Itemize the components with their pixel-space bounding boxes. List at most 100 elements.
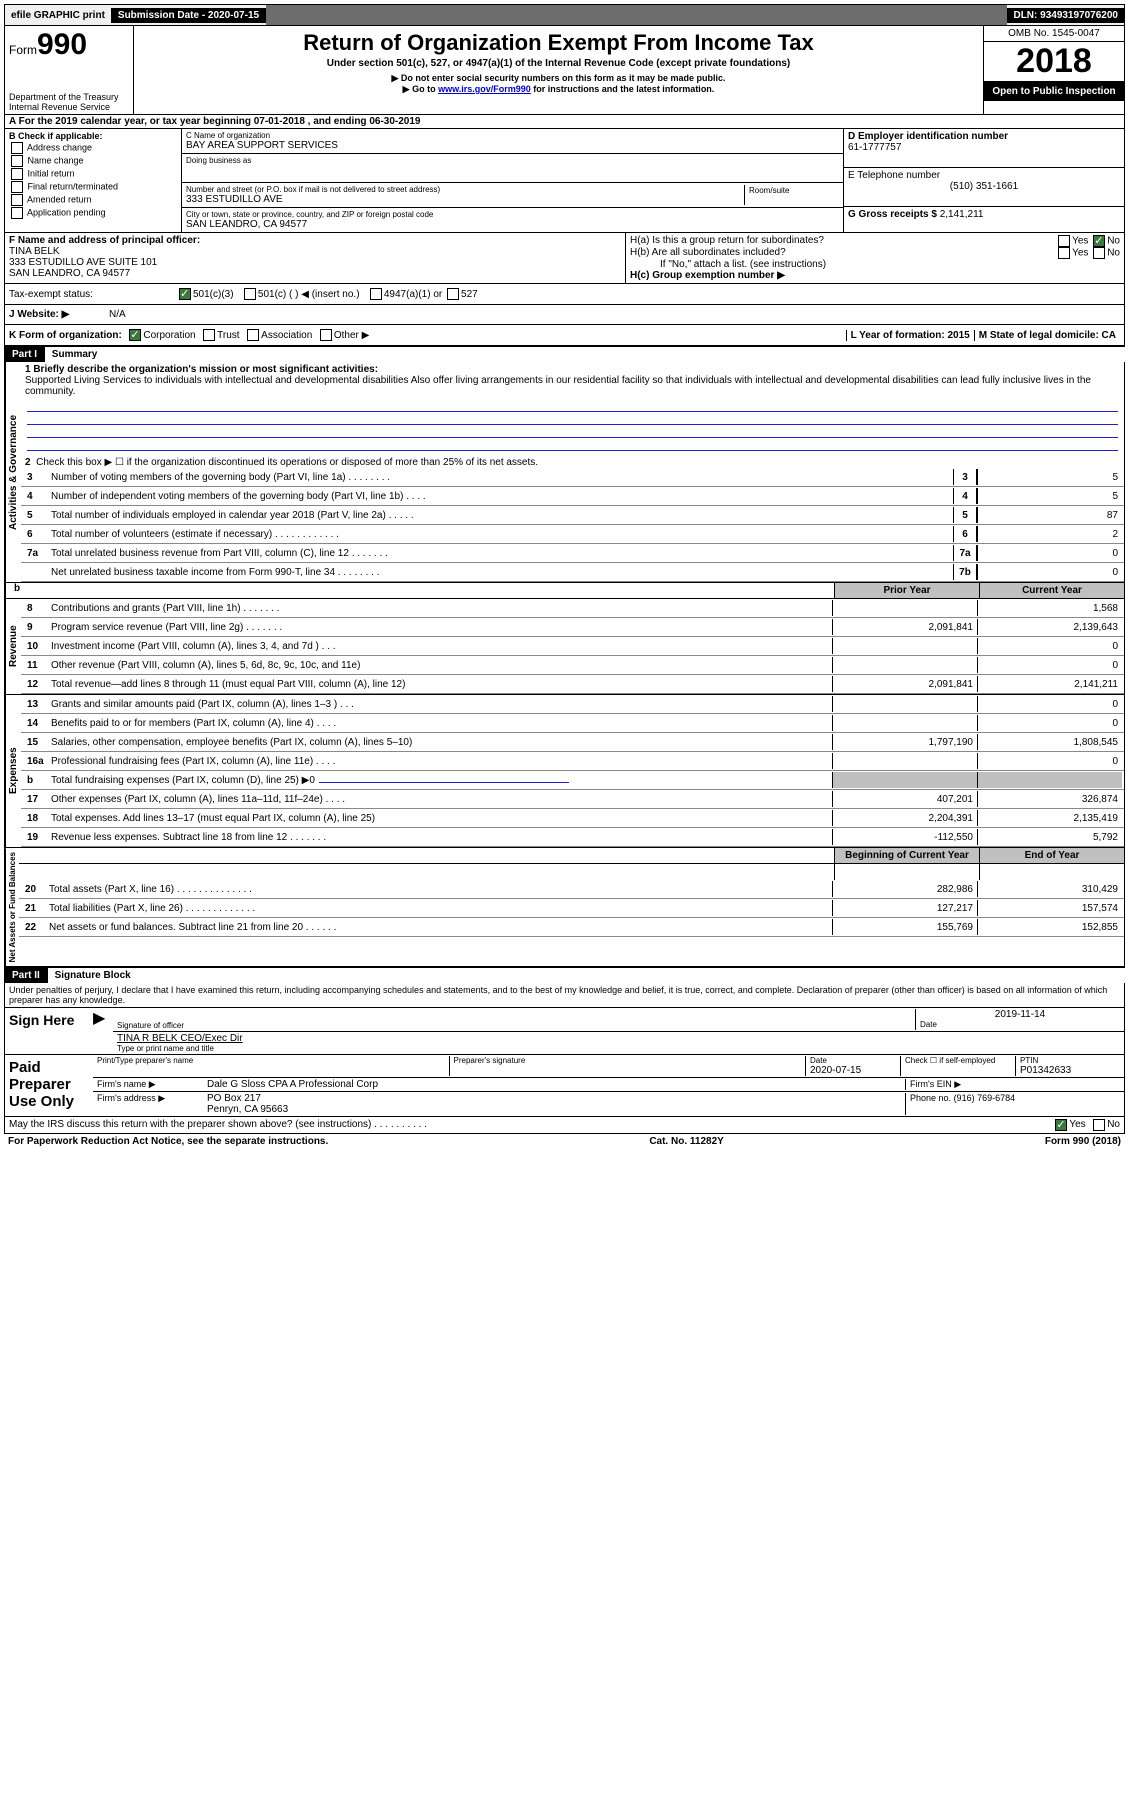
open-public: Open to Public Inspection xyxy=(984,82,1124,101)
check-corporation[interactable] xyxy=(129,329,141,341)
check-address-change[interactable]: Address change xyxy=(9,142,177,154)
hb-no[interactable] xyxy=(1093,247,1105,259)
check-501c3[interactable] xyxy=(179,288,191,300)
website-value: N/A xyxy=(109,309,126,320)
firm-phone: (916) 769-6784 xyxy=(954,1093,1016,1103)
revenue-label: Revenue xyxy=(5,599,21,694)
form-990-number: 990 xyxy=(37,28,87,61)
gross-receipts-label: G Gross receipts $ xyxy=(848,209,937,220)
omb-number: OMB No. 1545-0047 xyxy=(984,26,1124,42)
table-row: Net unrelated business taxable income fr… xyxy=(21,563,1124,582)
table-row: 9Program service revenue (Part VIII, lin… xyxy=(21,618,1124,637)
box-f: F Name and address of principal officer:… xyxy=(5,233,626,283)
table-row: 10Investment income (Part VIII, column (… xyxy=(21,637,1124,656)
sig-date-label: Date xyxy=(920,1020,1120,1029)
net-assets-label: Net Assets or Fund Balances xyxy=(5,848,19,966)
submission-date: Submission Date - 2020-07-15 xyxy=(112,8,266,23)
table-row: 16aProfessional fundraising fees (Part I… xyxy=(21,752,1124,771)
box-deg: D Employer identification number 61-1777… xyxy=(844,129,1124,232)
hc-label: H(c) Group exemption number ▶ xyxy=(630,270,1120,281)
line2-text: Check this box ▶ ☐ if the organization d… xyxy=(36,457,538,468)
hb-yes[interactable] xyxy=(1058,247,1070,259)
ha-no[interactable] xyxy=(1093,235,1105,247)
table-row: 20Total assets (Part X, line 16) . . . .… xyxy=(19,880,1124,899)
box-h: H(a) Is this a group return for subordin… xyxy=(626,233,1124,283)
check-initial-return[interactable]: Initial return xyxy=(9,168,177,180)
address-value: 333 ESTUDILLO AVE xyxy=(186,194,744,205)
officer-addr2: SAN LEANDRO, CA 94577 xyxy=(9,268,621,279)
table-row: 7aTotal unrelated business revenue from … xyxy=(21,544,1124,563)
website-label: J Website: ▶ xyxy=(9,309,109,320)
note2-pre: ▶ Go to xyxy=(403,84,438,94)
discuss-yes[interactable] xyxy=(1055,1119,1067,1131)
begin-year-header: Beginning of Current Year xyxy=(834,848,979,863)
check-527[interactable] xyxy=(447,288,459,300)
pp-sig-label: Preparer's signature xyxy=(449,1056,806,1076)
tax-exempt-row: Tax-exempt status: 501(c)(3) 501(c) ( ) … xyxy=(4,284,1125,305)
k-form-row: K Form of organization: Corporation Trus… xyxy=(4,325,1125,346)
table-row: 19Revenue less expenses. Subtract line 1… xyxy=(21,828,1124,847)
expenses-section: Expenses 13Grants and similar amounts pa… xyxy=(4,695,1125,848)
table-row: 18Total expenses. Add lines 13–17 (must … xyxy=(21,809,1124,828)
box-c: C Name of organization BAY AREA SUPPORT … xyxy=(182,129,844,232)
form-subtitle: Under section 501(c), 527, or 4947(a)(1)… xyxy=(138,58,979,69)
discuss-label: May the IRS discuss this return with the… xyxy=(9,1119,427,1131)
table-row: 12Total revenue—add lines 8 through 11 (… xyxy=(21,675,1124,694)
check-association[interactable] xyxy=(247,329,259,341)
dept-irs: Internal Revenue Service xyxy=(9,102,129,112)
table-row: 14Benefits paid to or for members (Part … xyxy=(21,714,1124,733)
gross-receipts-value: 2,141,211 xyxy=(940,209,984,220)
expenses-label: Expenses xyxy=(5,695,21,847)
check-4947[interactable] xyxy=(370,288,382,300)
officer-label: F Name and address of principal officer: xyxy=(9,235,621,246)
ein-value: 61-1777757 xyxy=(848,142,1120,153)
pp-check[interactable]: Check ☐ if self-employed xyxy=(900,1056,1015,1076)
firm-ein-label: Firm's EIN ▶ xyxy=(905,1079,1120,1090)
signature-block: Sign Here ▶ Signature of officer 2019-11… xyxy=(4,1008,1125,1134)
phone-value: (510) 351-1661 xyxy=(848,181,1120,192)
declaration-text: Under penalties of perjury, I declare th… xyxy=(4,983,1125,1008)
pp-date: 2020-07-15 xyxy=(810,1065,900,1076)
mission-text: Supported Living Services to individuals… xyxy=(25,375,1120,397)
check-name-change[interactable]: Name change xyxy=(9,155,177,167)
table-row: bTotal fundraising expenses (Part IX, co… xyxy=(21,771,1124,790)
part2-title: Signature Block xyxy=(51,968,135,983)
check-other[interactable] xyxy=(320,329,332,341)
state-domicile: M State of legal domicile: CA xyxy=(974,330,1120,341)
table-row: 22Net assets or fund balances. Subtract … xyxy=(19,918,1124,937)
table-row: 13Grants and similar amounts paid (Part … xyxy=(21,695,1124,714)
dln-label: DLN: 93493197076200 xyxy=(1007,8,1124,23)
check-amended[interactable]: Amended return xyxy=(9,194,177,206)
ptin-label: PTIN xyxy=(1020,1056,1120,1065)
ptin-value: P01342633 xyxy=(1020,1065,1120,1076)
prior-year-header: Prior Year xyxy=(834,583,979,598)
instructions-link[interactable]: www.irs.gov/Form990 xyxy=(438,84,531,94)
hb-note: If "No," attach a list. (see instruction… xyxy=(630,259,1120,270)
net-assets-section: Net Assets or Fund Balances Beginning of… xyxy=(4,848,1125,967)
ha-yes[interactable] xyxy=(1058,235,1070,247)
revenue-section: Revenue 8Contributions and grants (Part … xyxy=(4,599,1125,695)
officer-name: TINA BELK xyxy=(9,246,621,257)
form-number: Form990 xyxy=(9,28,129,62)
discuss-no[interactable] xyxy=(1093,1119,1105,1131)
check-trust[interactable] xyxy=(203,329,215,341)
footer-right: Form 990 (2018) xyxy=(1045,1136,1121,1147)
firm-addr-label: Firm's address ▶ xyxy=(97,1093,207,1115)
part1-bar: Part I Summary xyxy=(4,346,1125,362)
k-label: K Form of organization: xyxy=(9,330,122,341)
table-row: 21Total liabilities (Part X, line 26) . … xyxy=(19,899,1124,918)
end-year-header: End of Year xyxy=(979,848,1124,863)
efile-label[interactable]: efile GRAPHIC print xyxy=(5,8,112,23)
box-b-title: B Check if applicable: xyxy=(9,131,177,141)
org-name: BAY AREA SUPPORT SERVICES xyxy=(186,140,338,151)
pp-date-label: Date xyxy=(810,1056,900,1065)
website-row: J Website: ▶ N/A xyxy=(4,305,1125,325)
ha-label: H(a) Is this a group return for subordin… xyxy=(630,235,824,247)
check-final-return[interactable]: Final return/terminated xyxy=(9,181,177,193)
check-application-pending[interactable]: Application pending xyxy=(9,207,177,219)
table-row: 15Salaries, other compensation, employee… xyxy=(21,733,1124,752)
check-501c[interactable] xyxy=(244,288,256,300)
footer-left: For Paperwork Reduction Act Notice, see … xyxy=(8,1136,328,1147)
box-b: B Check if applicable: Address change Na… xyxy=(5,129,182,232)
paid-preparer-label: Paid Preparer Use Only xyxy=(5,1055,93,1116)
